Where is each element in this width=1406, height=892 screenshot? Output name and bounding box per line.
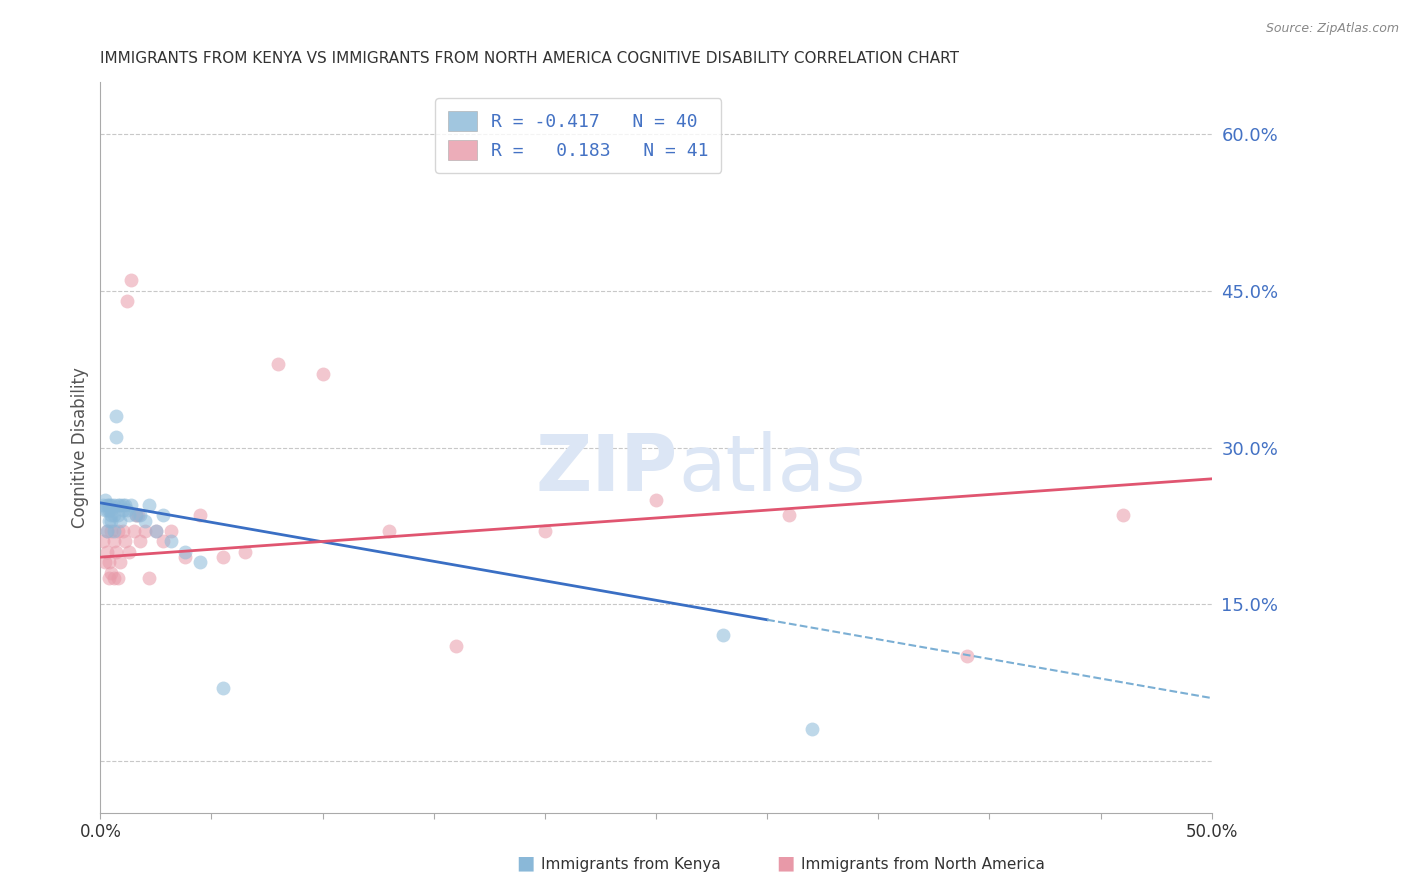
- Text: ZIP: ZIP: [536, 432, 678, 508]
- Point: [100, 508, 122, 523]
- Point: [94, 492, 117, 507]
- Point: [378, 524, 401, 538]
- Point: [190, 555, 212, 569]
- Point: [800, 723, 823, 737]
- Point: [100, 514, 122, 528]
- Point: [100, 498, 122, 512]
- Point: [134, 514, 156, 528]
- Point: [444, 639, 467, 653]
- Point: [145, 524, 167, 538]
- Point: [91, 498, 114, 512]
- Point: [645, 492, 668, 507]
- Point: [160, 534, 183, 549]
- Point: [127, 508, 149, 523]
- Point: [96, 524, 118, 538]
- Point: [107, 498, 129, 512]
- Point: [104, 409, 127, 424]
- Point: [711, 628, 734, 642]
- Point: [152, 508, 174, 523]
- Point: [98, 571, 121, 585]
- Point: [121, 498, 143, 512]
- Point: [145, 524, 167, 538]
- Text: atlas: atlas: [678, 432, 866, 508]
- Point: [98, 498, 121, 512]
- Point: [778, 508, 800, 523]
- Point: [129, 534, 152, 549]
- Point: [190, 508, 212, 523]
- Point: [96, 498, 118, 512]
- Point: [125, 508, 148, 523]
- Point: [98, 514, 121, 528]
- Y-axis label: Cognitive Disability: Cognitive Disability: [72, 368, 89, 528]
- Point: [103, 508, 125, 523]
- Point: [98, 555, 121, 569]
- Point: [103, 524, 125, 538]
- Text: Immigrants from Kenya: Immigrants from Kenya: [541, 857, 721, 872]
- Point: [103, 571, 125, 585]
- Point: [111, 524, 134, 538]
- Legend: R = -0.417   N = 40, R =   0.183   N = 41: R = -0.417 N = 40, R = 0.183 N = 41: [436, 98, 721, 172]
- Text: Immigrants from North America: Immigrants from North America: [801, 857, 1045, 872]
- Point: [100, 503, 122, 517]
- Point: [115, 503, 138, 517]
- Point: [121, 273, 143, 287]
- Text: ■: ■: [516, 854, 534, 872]
- Point: [107, 571, 129, 585]
- Point: [267, 357, 290, 371]
- Point: [534, 524, 557, 538]
- Point: [1112, 508, 1135, 523]
- Point: [103, 534, 125, 549]
- Point: [233, 545, 256, 559]
- Point: [104, 545, 127, 559]
- Text: ■: ■: [776, 854, 794, 872]
- Point: [110, 514, 132, 528]
- Point: [138, 498, 160, 512]
- Point: [107, 508, 129, 523]
- Point: [107, 524, 129, 538]
- Point: [115, 294, 138, 309]
- Point: [173, 545, 195, 559]
- Point: [91, 534, 114, 549]
- Point: [118, 508, 141, 523]
- Point: [98, 503, 121, 517]
- Point: [100, 524, 122, 538]
- Point: [110, 498, 132, 512]
- Point: [211, 550, 233, 565]
- Point: [111, 498, 134, 512]
- Point: [96, 503, 118, 517]
- Point: [125, 508, 148, 523]
- Point: [122, 524, 145, 538]
- Point: [104, 430, 127, 444]
- Point: [956, 649, 979, 664]
- Point: [114, 498, 136, 512]
- Point: [94, 503, 117, 517]
- Point: [138, 571, 160, 585]
- Point: [152, 534, 174, 549]
- Point: [114, 534, 136, 549]
- Point: [111, 503, 134, 517]
- Point: [129, 508, 152, 523]
- Point: [100, 566, 122, 580]
- Text: IMMIGRANTS FROM KENYA VS IMMIGRANTS FROM NORTH AMERICA COGNITIVE DISABILITY CORR: IMMIGRANTS FROM KENYA VS IMMIGRANTS FROM…: [100, 51, 959, 66]
- Point: [110, 555, 132, 569]
- Point: [160, 524, 183, 538]
- Point: [311, 368, 333, 382]
- Point: [103, 498, 125, 512]
- Point: [94, 555, 117, 569]
- Point: [211, 681, 233, 695]
- Point: [96, 545, 118, 559]
- Text: Source: ZipAtlas.com: Source: ZipAtlas.com: [1265, 22, 1399, 36]
- Point: [173, 550, 195, 565]
- Point: [118, 545, 141, 559]
- Point: [134, 524, 156, 538]
- Point: [96, 524, 118, 538]
